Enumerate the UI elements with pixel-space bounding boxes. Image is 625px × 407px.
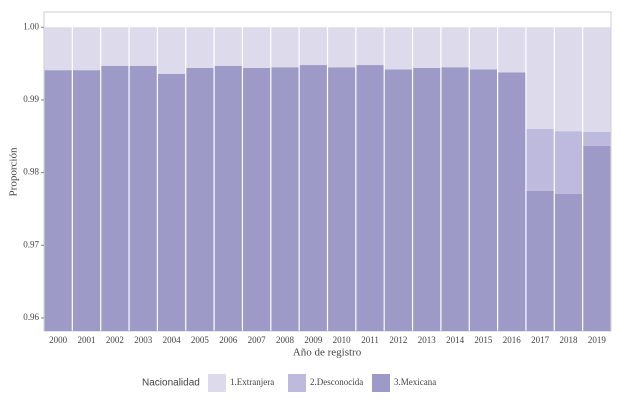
bar-segment	[583, 131, 611, 146]
x-tick-label: 2001	[78, 335, 96, 345]
bar-segment	[413, 27, 441, 68]
x-tick-label: 2016	[503, 335, 522, 345]
bar-segment	[299, 65, 327, 331]
x-tick-label: 2000	[49, 335, 68, 345]
bar-segment	[526, 190, 554, 331]
x-tick-label: 2011	[361, 335, 379, 345]
bar-segment	[44, 70, 72, 332]
bar-segment	[498, 27, 526, 73]
bar-segment	[384, 69, 412, 332]
x-tick-label: 2019	[588, 335, 607, 345]
x-axis-title: Año de registro	[293, 347, 362, 359]
x-tick-label: 2012	[389, 335, 407, 345]
legend-label: 2.Desconocida	[310, 377, 363, 387]
y-tick-label: 0.96	[23, 312, 39, 322]
bar-segment	[526, 27, 554, 129]
x-tick-label: 2013	[418, 335, 437, 345]
bar-segment	[441, 67, 469, 331]
bar-segment	[328, 67, 356, 331]
x-tick-label: 2014	[446, 335, 465, 345]
legend-key	[372, 374, 390, 392]
bar-segment	[214, 27, 242, 66]
y-tick-label: 0.97	[23, 239, 39, 249]
legend-title: Nacionalidad	[142, 378, 200, 389]
x-tick-label: 2007	[248, 335, 267, 345]
x-tick-label: 2010	[333, 335, 352, 345]
bar-segment	[44, 27, 72, 71]
bar-segment	[158, 27, 186, 74]
x-tick-label: 2015	[474, 335, 493, 345]
bar-segment	[186, 27, 214, 68]
bar-segment	[72, 70, 101, 332]
bar-segment	[469, 27, 497, 70]
bar-segment	[101, 27, 129, 66]
bar-segment	[243, 27, 271, 68]
x-tick-label: 2008	[276, 335, 295, 345]
bar-segment	[583, 145, 611, 331]
bar-segment	[129, 27, 157, 66]
legend-key	[208, 374, 226, 392]
bar-segment	[72, 27, 101, 71]
panel	[43, 11, 612, 332]
legend-key	[288, 374, 306, 392]
bar-segment	[554, 131, 583, 194]
bar-segment	[158, 73, 186, 331]
bar-segment	[186, 67, 214, 332]
bar-segment	[413, 67, 441, 332]
y-tick-label: 1.00	[23, 21, 39, 31]
legend-label: 1.Extranjera	[230, 377, 274, 387]
bar-segment	[498, 72, 526, 331]
x-tick-label: 2003	[134, 335, 153, 345]
bar-segment	[554, 27, 583, 132]
bar-segment	[101, 65, 129, 331]
x-tick-label: 2018	[559, 335, 578, 345]
bar-segment	[328, 27, 356, 68]
bar-segment	[384, 27, 412, 70]
bar-segment	[214, 65, 242, 331]
bar-segment	[129, 65, 157, 331]
bar-segment	[469, 69, 497, 332]
x-tick-label: 2004	[163, 335, 182, 345]
x-tick-label: 2017	[531, 335, 550, 345]
x-tick-label: 2009	[304, 335, 323, 345]
y-tick-label: 0.98	[23, 167, 39, 177]
x-tick-label: 2002	[106, 335, 124, 345]
bar-segment	[526, 128, 554, 191]
bar-segment	[356, 65, 384, 331]
legend-label: 3.Mexicana	[394, 377, 436, 387]
bar-segment	[271, 67, 299, 331]
bar-segment	[441, 27, 469, 68]
bar-segment	[554, 193, 583, 331]
y-axis-title: Proporción	[8, 147, 20, 196]
x-tick-label: 2006	[219, 335, 238, 345]
bar-segment	[271, 27, 299, 68]
bar-segment	[299, 27, 327, 66]
y-tick-label: 0.99	[23, 94, 39, 104]
bar-segment	[356, 27, 384, 66]
bar-segment	[583, 27, 611, 132]
x-tick-label: 2005	[191, 335, 210, 345]
bar-segment	[243, 67, 271, 332]
